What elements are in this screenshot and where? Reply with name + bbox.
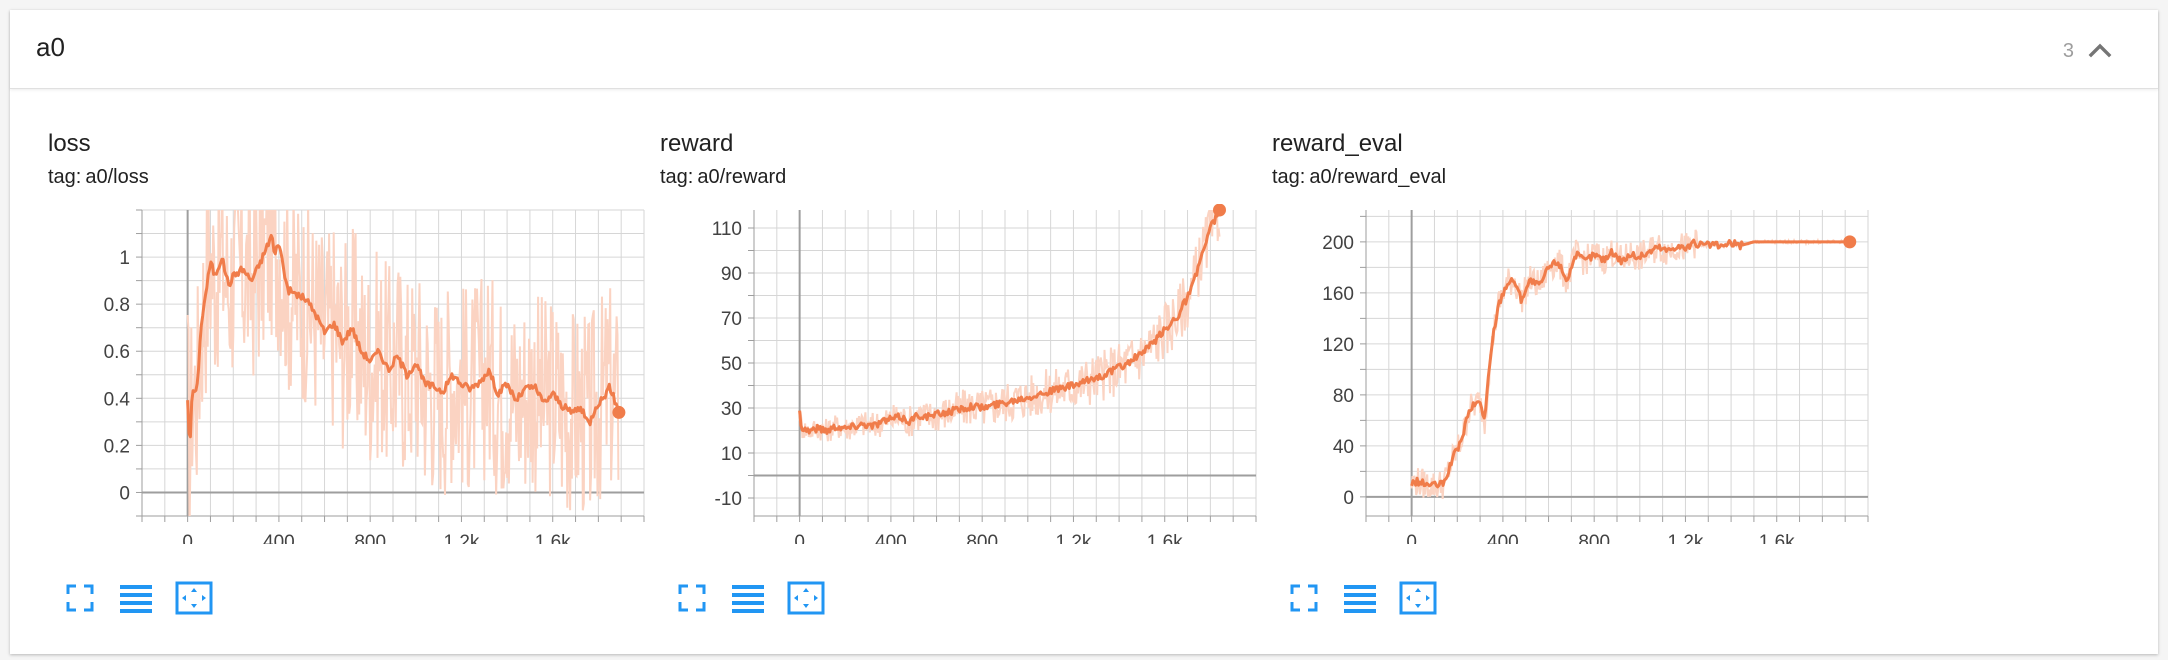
chart-count: 3 (2062, 40, 2074, 62)
y-tick-label: 10 (721, 444, 742, 465)
data-list-icon[interactable] (726, 576, 770, 620)
series-line (798, 210, 1221, 435)
data-list-icon[interactable] (114, 576, 158, 620)
chart-card-loss: loss tag: a0/loss 0 0.2 0.4 0.6 0.8 1 0 400 800 1.… (48, 130, 648, 650)
tag-label: tag: (48, 166, 82, 188)
group-title: a0 (36, 32, 65, 62)
x-tick-label: 1.2k (1667, 532, 1703, 544)
tag-value: a0/loss (85, 166, 149, 188)
y-tick-label: 0.6 (104, 342, 130, 363)
chart-tag: tag: a0/reward (660, 166, 786, 189)
last-point-marker (612, 405, 626, 419)
x-tick-label: 800 (966, 532, 998, 544)
fit-domain-icon[interactable] (784, 576, 828, 620)
raw-series-line (798, 210, 1221, 442)
last-point-marker (1212, 204, 1226, 217)
data-list-icon[interactable] (1338, 576, 1382, 620)
y-tick-label: 30 (721, 399, 742, 420)
y-tick-label: 200 (1322, 233, 1354, 254)
chart-title: loss (48, 130, 91, 157)
y-tick-label: -10 (715, 489, 742, 510)
chart-tag: tag: a0/reward_eval (1272, 166, 1446, 189)
card-header[interactable]: a0 3 (10, 10, 2158, 89)
chart-card-reward: reward tag: a0/reward -10 10 30 50 70 90 110 0 40… (660, 130, 1260, 650)
y-tick-label: 90 (721, 264, 742, 285)
chart-title: reward (660, 130, 734, 157)
x-tick-label: 800 (1578, 532, 1610, 544)
series-line (186, 233, 621, 439)
chart-title: reward_eval (1272, 130, 1403, 157)
y-tick-label: 0 (1343, 488, 1354, 509)
chevron-up-icon[interactable] (2086, 38, 2114, 62)
fullscreen-icon[interactable] (58, 576, 102, 620)
y-tick-label: 110 (712, 219, 742, 240)
x-tick-label: 0 (182, 532, 193, 544)
loss-line-chart[interactable]: 0 0.2 0.4 0.6 0.8 1 0 400 800 1.2k 1.6k (48, 204, 648, 544)
tag-value: a0/reward (697, 166, 787, 188)
x-tick-label: 400 (263, 532, 295, 544)
y-tick-label: 0 (119, 483, 130, 504)
y-tick-label: 160 (1322, 284, 1354, 305)
fit-domain-icon[interactable] (1396, 576, 1440, 620)
y-tick-label: 120 (1322, 335, 1354, 356)
fit-domain-icon[interactable] (172, 576, 216, 620)
tag-label: tag: (1272, 166, 1306, 188)
y-tick-label: 40 (1333, 437, 1354, 458)
x-tick-label: 0 (794, 532, 805, 544)
reward-line-chart[interactable]: -10 10 30 50 70 90 110 0 400 800 1.2k 1.6k (660, 204, 1260, 544)
y-tick-label: 0.2 (104, 436, 130, 457)
fullscreen-icon[interactable] (670, 576, 714, 620)
y-tick-label: 50 (721, 354, 742, 375)
x-tick-label: 1.2k (443, 532, 479, 544)
x-tick-label: 1.2k (1055, 532, 1091, 544)
y-tick-label: 0.4 (104, 389, 131, 410)
tag-label: tag: (660, 166, 694, 188)
chart-tag: tag: a0/loss (48, 166, 149, 189)
series-line (1410, 238, 1850, 489)
reward-eval-line-chart[interactable]: 0 40 80 120 160 200 0 400 800 1.2k 1.6k (1272, 204, 1872, 544)
raw-series-line (1410, 229, 1851, 499)
raw-series-line (186, 210, 620, 516)
run-group-card: a0 3 loss tag: a0/loss 0 0.2 0.4 0.6 0.8 1 0 400… (10, 10, 2158, 654)
x-tick-label: 1.6k (535, 532, 571, 544)
last-point-marker (1843, 235, 1857, 249)
y-tick-label: 70 (721, 309, 742, 330)
x-tick-label: 0 (1406, 532, 1417, 544)
y-tick-label: 0.8 (104, 295, 130, 316)
x-tick-label: 1.6k (1759, 532, 1795, 544)
x-tick-label: 400 (875, 532, 907, 544)
x-tick-label: 1.6k (1147, 532, 1183, 544)
x-tick-label: 800 (354, 532, 386, 544)
y-tick-label: 1 (119, 248, 130, 269)
chart-card-reward-eval: reward_eval tag: a0/reward_eval 0 40 80 120 1… (1272, 130, 1872, 650)
tag-value: a0/reward_eval (1309, 166, 1447, 188)
y-tick-label: 80 (1333, 386, 1354, 407)
x-tick-label: 400 (1487, 532, 1519, 544)
fullscreen-icon[interactable] (1282, 576, 1326, 620)
